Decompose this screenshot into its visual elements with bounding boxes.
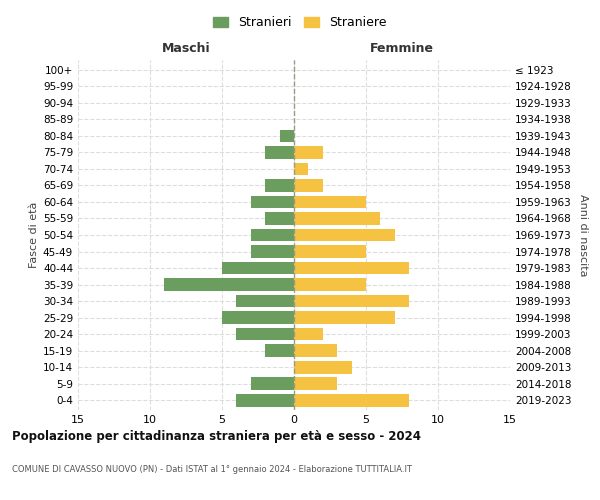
Bar xyxy=(294,311,395,324)
Text: Popolazione per cittadinanza straniera per età e sesso - 2024: Popolazione per cittadinanza straniera p… xyxy=(12,430,421,443)
Bar xyxy=(294,146,323,159)
Bar xyxy=(294,228,395,241)
Bar xyxy=(265,212,294,225)
Text: COMUNE DI CAVASSO NUOVO (PN) - Dati ISTAT al 1° gennaio 2024 - Elaborazione TUTT: COMUNE DI CAVASSO NUOVO (PN) - Dati ISTA… xyxy=(12,465,412,474)
Bar xyxy=(164,278,294,291)
Bar xyxy=(294,328,323,340)
Bar xyxy=(294,262,409,274)
Y-axis label: Fasce di età: Fasce di età xyxy=(29,202,39,268)
Bar xyxy=(294,377,337,390)
Bar xyxy=(251,228,294,241)
Legend: Stranieri, Straniere: Stranieri, Straniere xyxy=(208,11,392,34)
Bar xyxy=(222,262,294,274)
Bar xyxy=(236,328,294,340)
Bar xyxy=(280,130,294,142)
Text: Maschi: Maschi xyxy=(161,42,211,55)
Bar xyxy=(294,245,366,258)
Bar xyxy=(294,294,409,308)
Bar xyxy=(265,344,294,357)
Text: Femmine: Femmine xyxy=(370,42,434,55)
Bar xyxy=(294,179,323,192)
Bar xyxy=(251,196,294,208)
Bar xyxy=(251,245,294,258)
Bar xyxy=(265,146,294,159)
Bar xyxy=(294,162,308,175)
Bar xyxy=(294,360,352,374)
Bar xyxy=(294,212,380,225)
Bar xyxy=(294,278,366,291)
Bar xyxy=(294,196,366,208)
Bar xyxy=(236,394,294,406)
Bar xyxy=(294,344,337,357)
Bar xyxy=(294,394,409,406)
Bar xyxy=(222,311,294,324)
Y-axis label: Anni di nascita: Anni di nascita xyxy=(578,194,588,276)
Bar xyxy=(251,377,294,390)
Bar xyxy=(236,294,294,308)
Bar xyxy=(265,179,294,192)
